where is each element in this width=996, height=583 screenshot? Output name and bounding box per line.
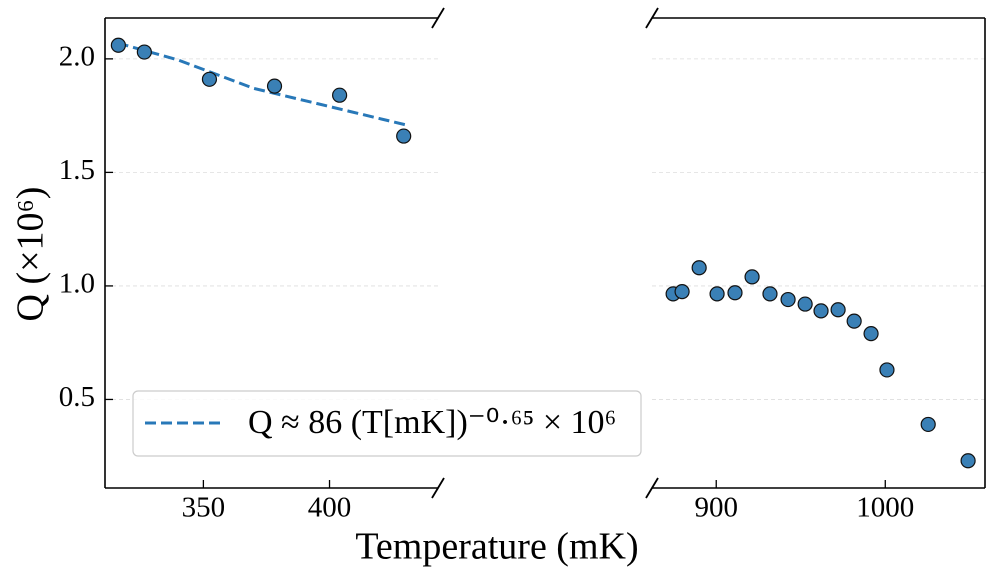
y-tick-label: 0.5: [59, 381, 95, 413]
data-point: [332, 87, 348, 103]
data-point: [960, 453, 976, 469]
data-point: [744, 269, 760, 285]
data-point: [920, 416, 936, 433]
x-tick-label: 1000: [856, 492, 914, 524]
data-point: [727, 285, 743, 301]
y-axis-label: Q (×10⁶): [10, 187, 52, 322]
data-point: [691, 260, 707, 276]
y-tick-label: 1.5: [59, 154, 95, 186]
axis-break: [431, 477, 445, 499]
data-point: [110, 37, 126, 53]
fit-line: [117, 41, 406, 127]
data-point: [709, 286, 725, 302]
data-point: [780, 291, 796, 308]
data-point: [396, 128, 412, 144]
x-tick-label: 400: [308, 492, 352, 524]
data-point: [201, 71, 218, 87]
data-point: [674, 283, 690, 300]
x-tick-label: 350: [182, 492, 226, 524]
legend-box: [132, 390, 642, 457]
data-point: [813, 303, 829, 319]
y-tick-label: 1.0: [59, 268, 95, 300]
data-point: [863, 326, 879, 342]
axis-break: [645, 7, 659, 29]
axis-break: [431, 7, 445, 29]
x-axis-label: Temperature (mK): [355, 526, 638, 568]
data-point: [136, 44, 152, 60]
data-point: [266, 78, 283, 94]
x-tick-label: 900: [694, 492, 738, 524]
data-point: [830, 302, 846, 318]
data-point: [846, 313, 862, 329]
data-point: [762, 286, 778, 302]
axis-break: [645, 477, 659, 499]
data-point: [879, 362, 895, 378]
data-point: [797, 296, 813, 312]
legend-label: Q ≈ 86 (T[mK])⁻⁰·⁶⁵ × 10⁶: [248, 404, 616, 441]
y-tick-label: 2.0: [59, 41, 95, 73]
